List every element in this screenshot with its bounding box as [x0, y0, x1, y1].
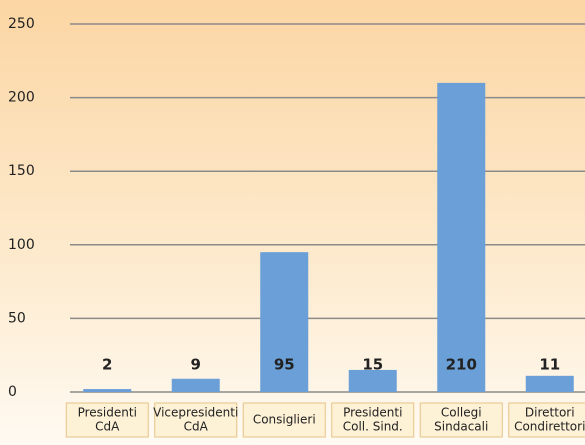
x-tick-label: Presidenti: [343, 406, 402, 420]
category-box: [154, 402, 238, 438]
value-label: 9: [191, 356, 201, 374]
bar: [260, 252, 309, 392]
y-tick-label: 100: [8, 237, 35, 253]
x-tick-label: Condirettori: [514, 420, 585, 434]
value-label: 210: [446, 356, 477, 374]
y-tick-label: 150: [8, 163, 35, 179]
x-tick-label: Direttori: [525, 406, 575, 420]
value-label: 15: [362, 356, 383, 374]
category-box: [65, 402, 149, 438]
x-tick-label: Presidenti: [78, 406, 137, 420]
y-tick-label: 200: [8, 90, 35, 106]
x-tick-label: Consiglieri: [253, 413, 316, 427]
value-label: 2: [102, 356, 112, 374]
value-label: 95: [274, 356, 295, 374]
x-tick-label: Vicepresidenti: [153, 406, 238, 420]
category-box: [242, 402, 326, 438]
x-tick-label: Sindacali: [434, 420, 488, 434]
category-box: [508, 402, 585, 438]
x-tick-label: CdA: [95, 420, 120, 434]
y-tick-label: 0: [8, 384, 17, 400]
x-tick-label: Collegi: [441, 406, 482, 420]
bar: [437, 82, 486, 392]
category-box: [331, 402, 415, 438]
bar: [348, 369, 397, 392]
bar: [525, 375, 574, 392]
x-tick-label: CdA: [184, 420, 209, 434]
bar: [83, 389, 132, 392]
value-label: 11: [539, 356, 560, 374]
y-tick-label: 250: [8, 16, 35, 32]
bar: [171, 378, 220, 392]
y-tick-label: 50: [8, 310, 26, 326]
category-box: [419, 402, 503, 438]
x-tick-label: Coll. Sind.: [343, 420, 403, 434]
